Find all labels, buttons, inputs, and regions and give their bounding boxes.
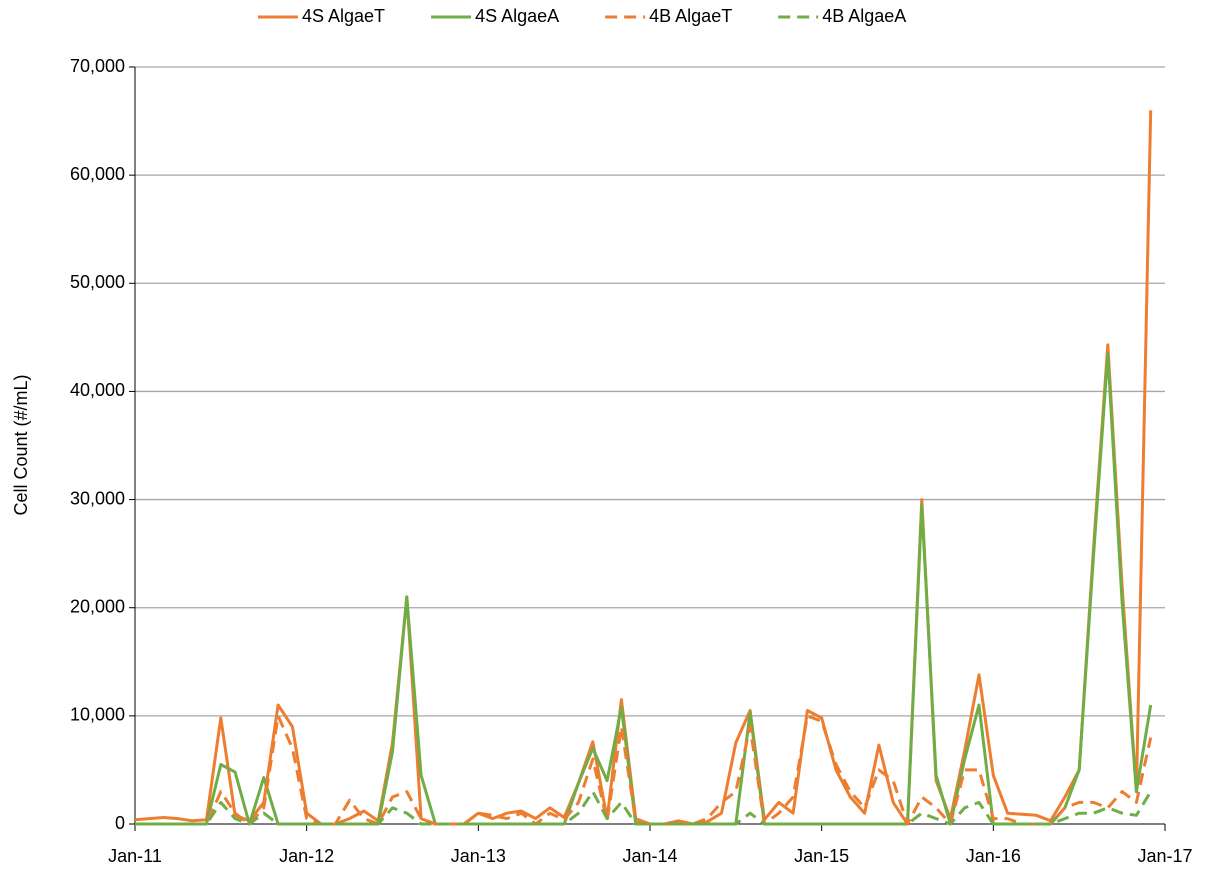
y-tick-label: 10,000 <box>70 705 125 725</box>
x-tick-label: Jan-11 <box>108 846 162 866</box>
y-tick-label: 50,000 <box>70 272 125 292</box>
y-tick-label: 30,000 <box>70 488 125 508</box>
x-tick-label: Jan-13 <box>451 846 506 866</box>
legend-label: 4S AlgaeA <box>475 6 559 26</box>
y-tick-label: 40,000 <box>70 380 125 400</box>
y-tick-label: 70,000 <box>70 56 125 76</box>
x-tick-label: Jan-14 <box>622 846 677 866</box>
series-line <box>135 714 1153 826</box>
x-tick-label: Jan-17 <box>1137 846 1192 866</box>
legend-label: 4S AlgaeT <box>302 6 385 26</box>
series-line <box>135 352 1153 826</box>
y-tick-label: 0 <box>115 813 125 833</box>
x-tick-label: Jan-16 <box>966 846 1021 866</box>
y-axis-label: Cell Count (#/mL) <box>11 374 31 515</box>
y-tick-label: 20,000 <box>70 596 125 616</box>
x-tick-label: Jan-15 <box>794 846 849 866</box>
legend-label: 4B AlgaeT <box>649 6 732 26</box>
legend-label: 4B AlgaeA <box>822 6 906 26</box>
y-tick-label: 60,000 <box>70 164 125 184</box>
series-line <box>134 110 1153 826</box>
series-line <box>135 790 1152 826</box>
x-tick-label: Jan-12 <box>279 846 334 866</box>
